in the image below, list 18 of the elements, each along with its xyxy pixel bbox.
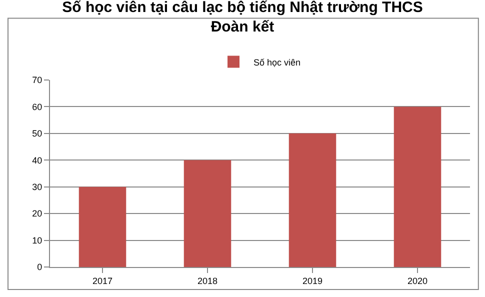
y-tick-label: 70: [32, 75, 42, 86]
x-tick-label: 2017: [92, 276, 113, 286]
x-tick-label: 2020: [407, 276, 428, 286]
y-tick-label: 20: [32, 208, 42, 219]
bar: [78, 186, 126, 267]
y-tick-label: 0: [37, 262, 42, 272]
y-tick-label: 30: [32, 182, 42, 192]
x-tick-label: 2019: [302, 276, 323, 286]
bar: [184, 160, 232, 267]
y-tick-label: 10: [32, 235, 42, 246]
legend-label: Số học viên: [254, 57, 301, 68]
y-tick-label: 50: [32, 128, 42, 139]
y-tick-label: 60: [32, 102, 42, 112]
chart-title: Số học viên tại câu lạc bộ tiếng Nhật trường THCS Đoàn kết: [62, 0, 423, 36]
bar: [394, 106, 442, 267]
bar: [288, 133, 336, 267]
y-tick-label: 40: [32, 155, 42, 166]
x-tick-label: 2018: [197, 276, 218, 286]
